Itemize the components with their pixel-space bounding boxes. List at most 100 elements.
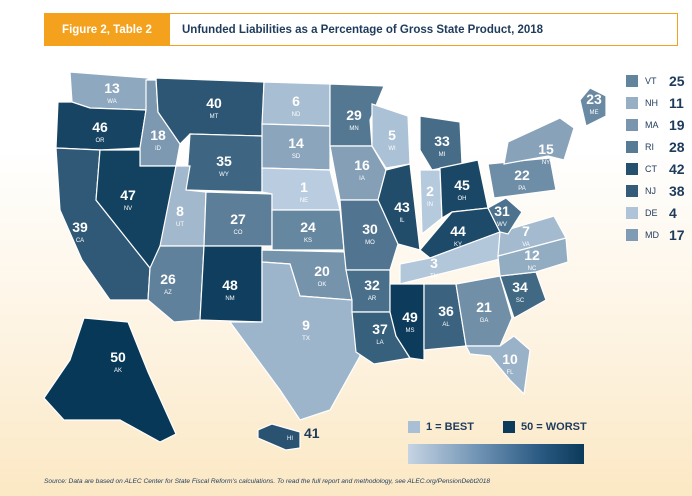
legend-worst-label: 50 = WORST — [521, 421, 587, 433]
state-abbr-ut: UT — [176, 222, 184, 228]
small-state-swatch — [626, 119, 638, 131]
state-value-ny: 15 — [538, 141, 554, 157]
small-state-value: 17 — [669, 227, 685, 243]
state-il — [377, 163, 421, 251]
state-value-wy: 35 — [216, 153, 232, 169]
state-value-il: 43 — [394, 199, 410, 215]
state-value-hi: 41 — [304, 425, 320, 441]
state-abbr-ms: MS — [406, 328, 415, 334]
state-abbr-tn: TN — [430, 274, 438, 280]
legend-best: 1 = BEST — [408, 421, 474, 433]
small-state-nj: NJ 38 — [626, 180, 685, 202]
state-abbr-wa: WA — [107, 99, 116, 105]
state-abbr-sd: SD — [292, 154, 301, 160]
state-abbr-ok: OK — [318, 282, 327, 288]
state-value-or: 46 — [92, 119, 108, 135]
small-state-abbr: RI — [645, 142, 654, 152]
legend-worst: 50 = WORST — [503, 421, 587, 433]
state-value-ms: 49 — [402, 309, 418, 325]
state-abbr-ar: AR — [368, 296, 377, 302]
small-state-md: MD 17 — [626, 224, 685, 246]
small-state-swatch — [626, 141, 638, 153]
small-state-ri: RI 28 — [626, 136, 685, 158]
state-fl — [465, 335, 531, 396]
state-abbr-pa: PA — [518, 186, 526, 192]
legend-best-swatch — [408, 421, 420, 433]
state-abbr-wy: WY — [219, 172, 229, 178]
state-value-nd: 6 — [292, 93, 300, 109]
state-abbr-mi: MI — [439, 152, 446, 158]
state-abbr-nm: NM — [225, 296, 234, 302]
state-value-in: 2 — [426, 183, 434, 199]
small-state-ct: CT 42 — [626, 158, 685, 180]
state-abbr-ga: GA — [480, 318, 489, 324]
small-state-abbr: DE — [645, 208, 658, 218]
state-abbr-va: VA — [522, 242, 530, 248]
source-note: Source: Data are based on ALEC Center fo… — [44, 478, 491, 485]
state-abbr-nc: NC — [528, 266, 537, 272]
state-value-nv: 47 — [120, 187, 136, 203]
state-wi — [371, 103, 411, 169]
state-value-al: 36 — [438, 303, 454, 319]
state-abbr-me: ME — [590, 110, 599, 116]
state-value-ut: 8 — [176, 203, 184, 219]
small-state-swatch — [626, 229, 638, 241]
state-value-tx: 9 — [302, 317, 310, 333]
state-abbr-il: IL — [399, 218, 405, 224]
state-abbr-fl: FL — [506, 370, 514, 376]
state-wv — [487, 197, 523, 235]
state-value-ky: 44 — [450, 223, 466, 239]
state-abbr-ny: NY — [542, 160, 550, 166]
state-mn — [329, 83, 385, 147]
small-state-abbr: NH — [645, 98, 658, 108]
state-value-ok: 20 — [314, 263, 330, 279]
legend-gradient-bar — [408, 444, 584, 464]
state-ga — [455, 275, 513, 347]
state-value-ca: 39 — [72, 219, 88, 235]
small-state-swatch — [626, 97, 638, 109]
state-hi — [257, 423, 301, 451]
state-value-pa: 22 — [514, 167, 530, 183]
state-abbr-al: AL — [442, 322, 450, 328]
figure-title: Unfunded Liabilities as a Percentage of … — [170, 13, 678, 46]
small-states-list: VT 25 NH 11 MA 19 RI 28 CT 42 NJ 38 DE 4 MD 17 — [626, 70, 685, 246]
state-abbr-ak: AK — [114, 368, 122, 374]
state-abbr-ne: NE — [300, 198, 308, 204]
state-abbr-ca: CA — [76, 238, 84, 244]
small-state-swatch — [626, 75, 638, 87]
state-abbr-la: LA — [376, 340, 383, 346]
state-value-id: 18 — [150, 127, 166, 143]
small-state-value: 11 — [669, 95, 684, 111]
state-abbr-ia: IA — [359, 176, 365, 182]
state-value-oh: 45 — [454, 177, 470, 193]
small-state-vt: VT 25 — [626, 70, 685, 92]
state-value-la: 37 — [372, 321, 388, 337]
figure-header: Figure 2, Table 2 Unfunded Liabilities a… — [44, 13, 678, 46]
state-az — [147, 245, 205, 323]
legend-worst-swatch — [503, 421, 515, 433]
state-value-ia: 16 — [354, 157, 370, 173]
small-state-abbr: NJ — [645, 186, 656, 196]
state-value-nm: 48 — [222, 277, 238, 293]
state-tx — [228, 261, 361, 421]
state-value-wv: 31 — [494, 203, 510, 219]
state-value-fl: 10 — [502, 351, 518, 367]
state-value-sd: 14 — [288, 135, 304, 151]
state-abbr-mn: MN — [349, 126, 358, 132]
state-va — [497, 215, 567, 257]
legend-best-label: 1 = BEST — [426, 421, 474, 433]
state-value-nc: 12 — [524, 247, 540, 263]
state-ak — [43, 317, 177, 443]
state-value-mn: 29 — [346, 107, 362, 123]
state-abbr-co: CO — [234, 230, 243, 236]
state-value-wa: 13 — [104, 80, 120, 96]
state-value-co: 27 — [230, 211, 246, 227]
state-abbr-wi: WI — [388, 146, 396, 152]
small-state-de: DE 4 — [626, 202, 685, 224]
state-abbr-nd: ND — [292, 112, 301, 118]
state-value-va: 7 — [522, 223, 530, 239]
small-state-value: 19 — [669, 117, 685, 133]
state-value-mt: 40 — [206, 95, 222, 111]
state-value-wi: 5 — [388, 127, 396, 143]
